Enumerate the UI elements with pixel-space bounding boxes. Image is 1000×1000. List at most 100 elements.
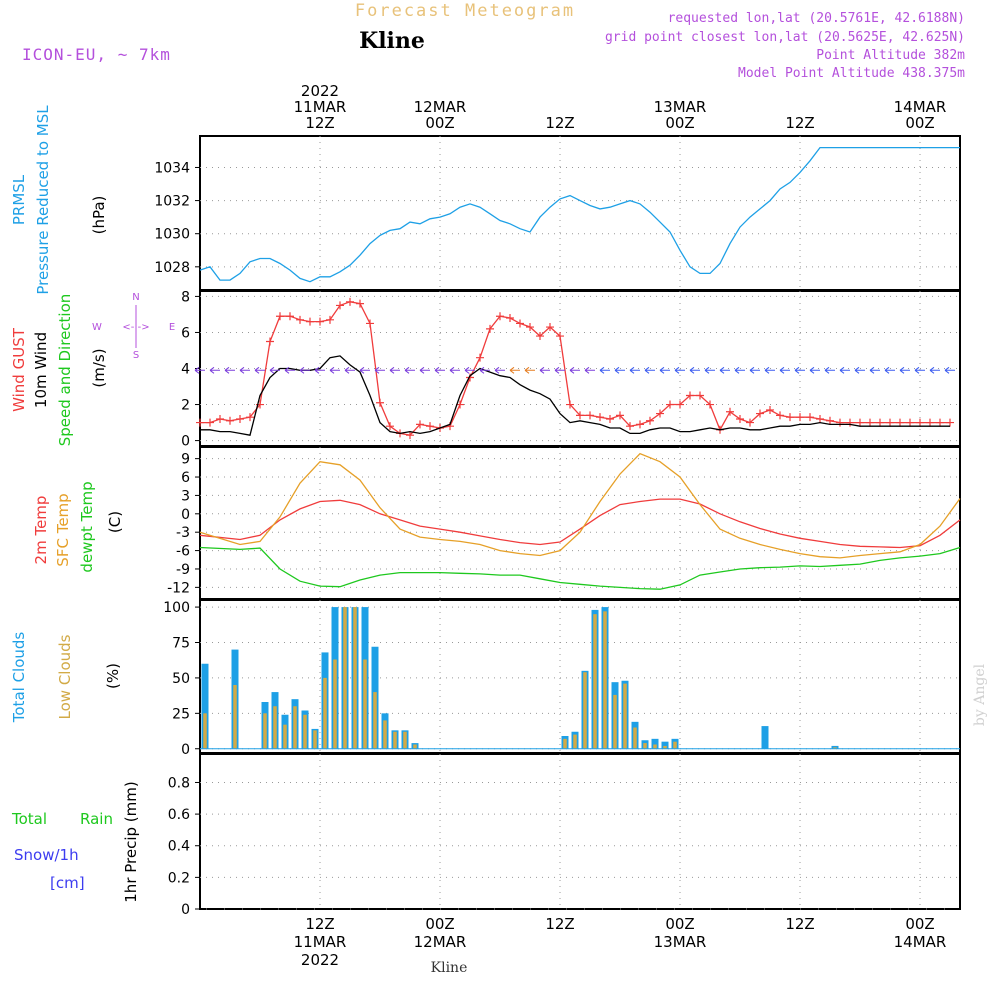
gust-marker bbox=[276, 312, 284, 321]
series-line-10m-wind bbox=[200, 355, 950, 436]
bottom-time-label: 12MAR bbox=[414, 933, 467, 951]
bar-low-clouds bbox=[573, 734, 577, 749]
wind-direction-arrow bbox=[194, 366, 205, 374]
y-tick-label: 3 bbox=[181, 488, 190, 504]
wind-direction-arrow bbox=[344, 366, 355, 374]
gust-marker bbox=[916, 418, 924, 427]
wind-direction-arrow bbox=[419, 366, 430, 374]
gust-marker bbox=[626, 422, 634, 431]
series-line-sfc-temp bbox=[199, 452, 961, 559]
wind-direction-arrow bbox=[824, 366, 835, 374]
bar-low-clouds bbox=[663, 745, 667, 749]
bottom-time-label: 00Z bbox=[905, 915, 934, 933]
bar-low-clouds bbox=[563, 738, 567, 749]
top-time-label: 12MAR bbox=[414, 98, 467, 116]
legend-rain: Rain bbox=[80, 810, 113, 828]
top-time-label: 12Z bbox=[785, 114, 814, 132]
compass-south: S bbox=[133, 350, 139, 361]
y-tick-label: 0.6 bbox=[168, 807, 190, 823]
y-tick-label: 0 bbox=[181, 742, 190, 758]
wind-direction-arrow bbox=[524, 366, 535, 374]
bottom-time-label: 12Z bbox=[305, 915, 334, 933]
wind-direction-arrow bbox=[299, 366, 310, 374]
wind-direction-arrow bbox=[809, 366, 820, 374]
y-tick-label: 75 bbox=[172, 636, 190, 652]
chart-subtitle: Forecast Meteogram bbox=[355, 1, 575, 21]
y-tick-label: 0 bbox=[181, 434, 190, 450]
gust-marker bbox=[846, 418, 854, 427]
gust-marker bbox=[746, 418, 754, 427]
ylabel-wind-gust: Wind GUST bbox=[10, 327, 28, 412]
bar-total-clouds bbox=[661, 741, 669, 749]
gust-marker bbox=[486, 324, 494, 333]
bar-low-clouds bbox=[353, 607, 357, 749]
wind-direction-arrow bbox=[314, 366, 325, 374]
y-tick-label: 25 bbox=[172, 706, 190, 722]
gust-marker bbox=[796, 413, 804, 422]
bar-low-clouds bbox=[603, 611, 607, 749]
gust-marker bbox=[586, 411, 594, 420]
wind-direction-arrow bbox=[569, 366, 580, 374]
bar-low-clouds bbox=[593, 614, 597, 749]
ylabel-hpa: (hPa) bbox=[90, 196, 108, 235]
wind-direction-arrow bbox=[254, 366, 265, 374]
gust-marker bbox=[596, 413, 604, 422]
gust-marker bbox=[726, 407, 734, 416]
gust-marker bbox=[706, 400, 714, 409]
wind-direction-arrow bbox=[224, 366, 235, 374]
y-tick-label: 9 bbox=[181, 452, 190, 468]
y-tick-label: 100 bbox=[163, 600, 190, 616]
pressure-panel: 1028 1030 1032 1034 bbox=[154, 135, 961, 291]
bottom-time-label: 2022 bbox=[301, 951, 339, 969]
bar-low-clouds bbox=[343, 607, 347, 749]
wind-direction-arrow bbox=[869, 366, 880, 374]
bar-low-clouds bbox=[623, 683, 627, 749]
bar-low-clouds bbox=[263, 713, 267, 749]
wind-direction-arrow bbox=[674, 366, 685, 374]
gust-marker bbox=[776, 411, 784, 420]
wind-direction-arrow bbox=[449, 366, 460, 374]
gust-marker bbox=[666, 400, 674, 409]
gust-marker bbox=[886, 418, 894, 427]
gust-marker bbox=[686, 391, 694, 400]
gust-marker bbox=[296, 315, 304, 324]
ylabel-2m-temp: 2m Temp bbox=[32, 496, 50, 565]
bar-low-clouds bbox=[313, 730, 317, 749]
wind-direction-arrow bbox=[434, 366, 445, 374]
top-time-label: 00Z bbox=[905, 114, 934, 132]
gust-marker bbox=[766, 405, 774, 414]
wind-direction-arrow bbox=[599, 366, 610, 374]
ylabel-speed-direction: Speed and Direction bbox=[56, 294, 74, 447]
wind-direction-arrow bbox=[269, 366, 280, 374]
wind-direction-arrow bbox=[794, 366, 805, 374]
gust-marker bbox=[356, 299, 364, 308]
wind-direction-arrow bbox=[749, 366, 760, 374]
y-tick-label: 2 bbox=[181, 398, 190, 414]
bar-low-clouds bbox=[233, 685, 237, 749]
gust-marker bbox=[376, 398, 384, 407]
bar-low-clouds bbox=[333, 659, 337, 749]
gust-marker bbox=[856, 418, 864, 427]
wind-direction-arrow bbox=[554, 366, 565, 374]
wind-direction-arrow bbox=[914, 366, 925, 374]
temperature-frame bbox=[199, 446, 961, 600]
wind-direction-arrow bbox=[644, 366, 655, 374]
wind-direction-arrow bbox=[779, 366, 790, 374]
gust-marker bbox=[866, 418, 874, 427]
gust-marker bbox=[936, 418, 944, 427]
wind-direction-arrow bbox=[659, 366, 670, 374]
gust-marker bbox=[896, 418, 904, 427]
y-tick-label: 1032 bbox=[154, 194, 190, 210]
wind-direction-arrow bbox=[374, 366, 385, 374]
gust-marker bbox=[946, 418, 954, 427]
ylabel-10m-wind: 10m Wind bbox=[32, 332, 50, 408]
legend-total: Total bbox=[11, 810, 47, 828]
y-tick-label: 0.2 bbox=[168, 870, 190, 886]
wind-direction-arrow bbox=[464, 366, 475, 374]
bar-low-clouds bbox=[203, 713, 207, 749]
y-tick-label: 6 bbox=[181, 470, 190, 486]
top-time-label: 2022 bbox=[301, 82, 339, 100]
gust-marker bbox=[646, 416, 654, 425]
